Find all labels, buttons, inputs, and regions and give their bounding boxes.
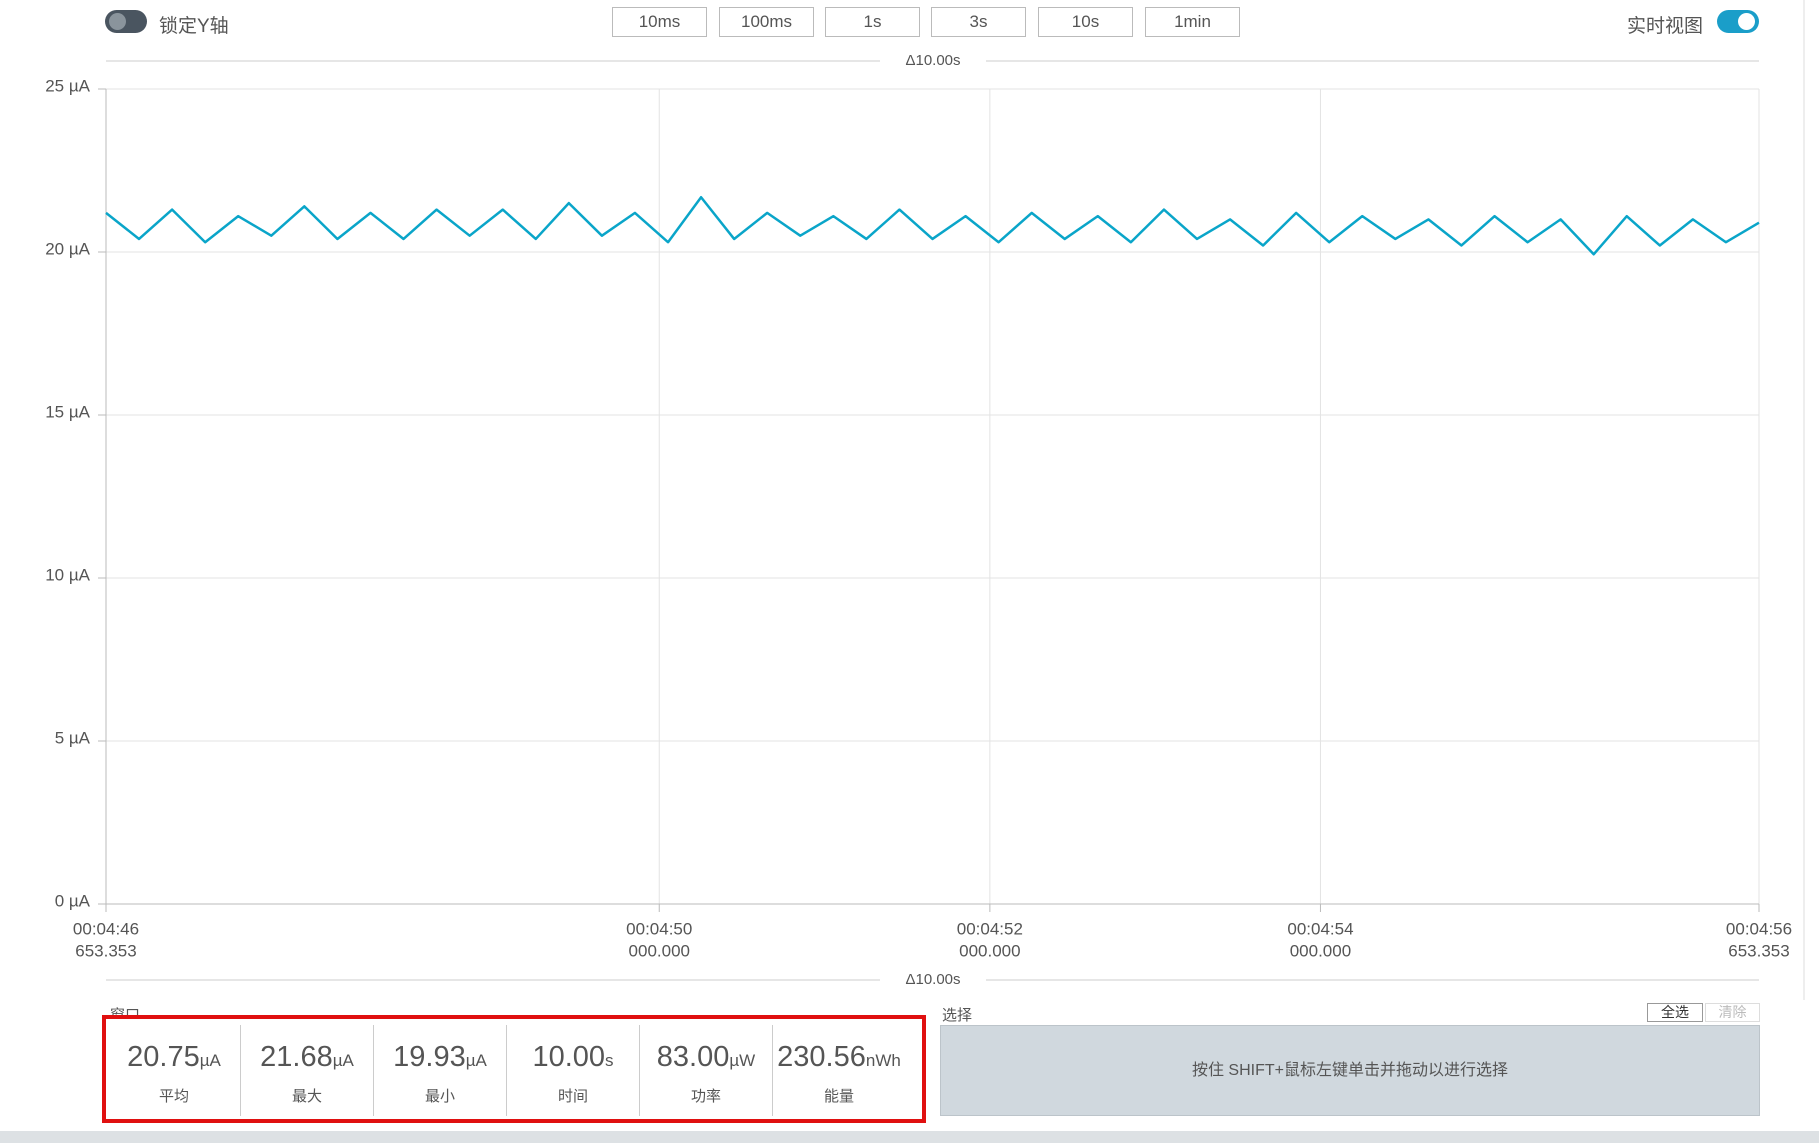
delta-label: Δ10.00s (905, 52, 960, 69)
stat-cell: 20.75µA 平均 (108, 1025, 241, 1116)
delta-bg (880, 969, 986, 991)
selection-area[interactable]: 按住 SHIFT+鼠标左键单击并拖动以进行选择 (940, 1025, 1760, 1116)
stat-value: 10.00 (532, 1041, 606, 1073)
y-tick-label: 15 µA (45, 402, 90, 421)
stat-value: 21.68 (260, 1041, 333, 1073)
x-tick-label: 00:04:52 (957, 919, 1023, 938)
select-all-button[interactable]: 全选 (1647, 1003, 1703, 1022)
stat-label: 最小 (424, 1088, 455, 1105)
x-tick-label: 00:04:56 (1726, 919, 1792, 938)
clear-button[interactable]: 清除 (1705, 1003, 1760, 1022)
x-tick-label: 000.000 (629, 941, 690, 960)
y-tick-label: 0 µA (55, 891, 91, 910)
stat-value-group: 19.93µA (374, 1041, 506, 1074)
stat-label: 平均 (158, 1088, 189, 1105)
stat-cell: 230.56nWh 能量 (773, 1025, 905, 1116)
stat-unit: µA (465, 1051, 487, 1070)
range-button[interactable]: 3s (931, 7, 1026, 37)
y-tick-label: 25 µA (45, 76, 90, 95)
stat-label: 最大 (291, 1088, 322, 1105)
stat-unit: s (605, 1051, 614, 1070)
stat-value: 19.93 (393, 1041, 466, 1073)
delta-label: Δ10.00s (905, 971, 960, 988)
chart: Δ10.00s Δ10.00s 0 µA 5 µA 10 µA 15 µA 20 µA 2… (45, 0, 1805, 1000)
toggle-knob (1738, 13, 1755, 30)
stat-value-group: 20.75µA (108, 1041, 240, 1074)
range-button[interactable]: 1min (1145, 7, 1240, 37)
stat-cell: 10.00s 时间 (507, 1025, 640, 1116)
x-tick-label: 00:04:50 (626, 919, 692, 938)
x-tick-label: 653.353 (1728, 941, 1789, 960)
range-button[interactable]: 10s (1038, 7, 1133, 37)
x-tick-label: 00:04:46 (73, 919, 139, 938)
bottom-strip (0, 1131, 1819, 1143)
stat-unit: nWh (865, 1051, 901, 1070)
range-button[interactable]: 1s (825, 7, 920, 37)
lock-y-toggle[interactable] (105, 10, 147, 33)
range-button[interactable]: 10ms (612, 7, 707, 37)
y-tick-label: 10 µA (45, 565, 90, 584)
delta-bg (880, 50, 986, 72)
stat-cell: 21.68µA 最大 (241, 1025, 374, 1116)
window-title: 窗口 (110, 1007, 141, 1018)
stat-label: 功率 (690, 1088, 721, 1105)
stat-value-group: 83.00µW (640, 1041, 772, 1074)
y-tick-label: 5 µA (55, 728, 91, 747)
stat-value-group: 21.68µA (241, 1041, 373, 1074)
live-view-toggle[interactable] (1717, 10, 1759, 33)
stat-label: 时间 (557, 1088, 588, 1105)
x-tick-label: 653.353 (75, 941, 136, 960)
stat-unit: µA (199, 1051, 221, 1070)
y-tick-label: 20 µA (45, 239, 90, 258)
stat-label: 能量 (823, 1088, 854, 1105)
current-trace (105, 195, 1760, 256)
stat-cell: 83.00µW 功率 (640, 1025, 773, 1116)
stat-unit: µW (729, 1051, 756, 1070)
x-tick-label: 000.000 (1290, 941, 1351, 960)
stat-value-group: 230.56nWh (773, 1041, 905, 1074)
x-tick-label: 00:04:54 (1287, 919, 1353, 938)
x-tick-label: 000.000 (959, 941, 1020, 960)
toggle-knob (109, 13, 126, 30)
lock-y-label: 锁定Y轴 (159, 16, 229, 37)
stat-unit: µA (332, 1051, 354, 1070)
stat-value: 230.56 (777, 1041, 866, 1073)
stat-value-group: 10.00s (507, 1041, 639, 1074)
stat-value: 83.00 (656, 1041, 730, 1073)
stat-cell: 19.93µA 最小 (374, 1025, 507, 1116)
range-button[interactable]: 100ms (719, 7, 814, 37)
highlight-box (102, 1015, 926, 1123)
live-view-label: 实时视图 (1627, 16, 1704, 37)
stat-value: 20.75 (127, 1041, 200, 1073)
selection-title: 选择 (942, 1007, 973, 1024)
